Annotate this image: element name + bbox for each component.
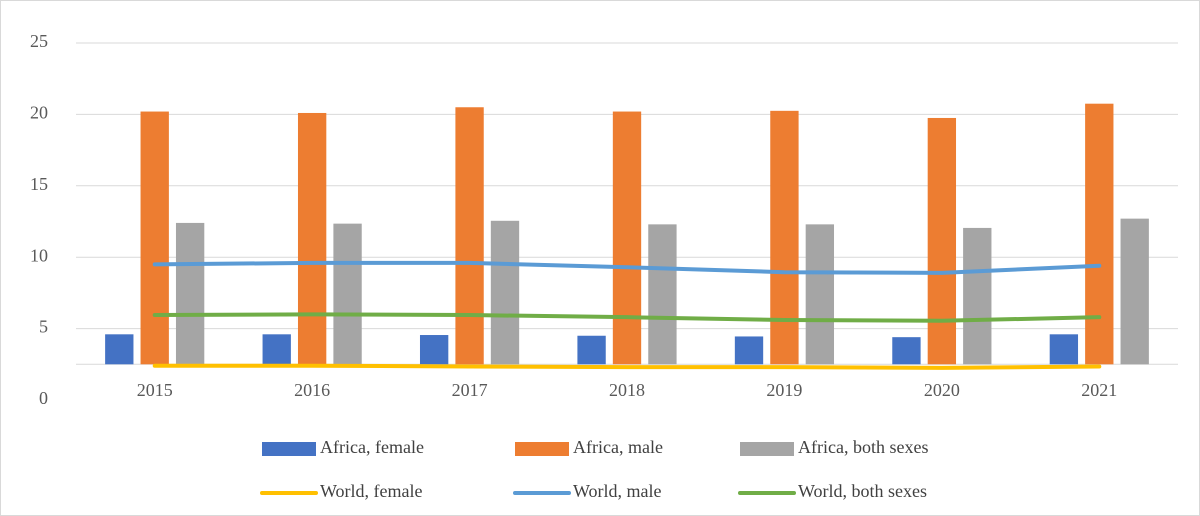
legend-label: World, male: [573, 481, 662, 501]
bar: [262, 334, 291, 365]
bar: [734, 336, 764, 365]
bar: [1049, 334, 1079, 365]
bar: [805, 224, 835, 365]
bar: [612, 111, 642, 365]
y-tick-label: 15: [30, 174, 48, 194]
x-tick-label: 2019: [766, 380, 802, 400]
bar: [927, 117, 957, 365]
y-tick-label: 20: [30, 103, 48, 123]
legend-label: Africa, female: [320, 437, 424, 457]
legend-label: World, both sexes: [798, 481, 927, 501]
bar: [648, 224, 677, 365]
x-tick-label: 2021: [1081, 380, 1117, 400]
bar: [419, 335, 449, 365]
bar: [333, 223, 362, 365]
bar: [490, 220, 520, 365]
line: [152, 260, 1102, 275]
legend-label: Africa, male: [573, 437, 663, 457]
legend-label: World, female: [320, 481, 423, 501]
legend-swatch: [515, 442, 569, 456]
x-tick-label: 2016: [294, 380, 330, 400]
bar: [175, 222, 205, 365]
y-tick-label: 5: [39, 317, 48, 337]
bar: [105, 334, 134, 365]
legend-label: Africa, both sexes: [798, 437, 928, 457]
x-tick-label: 2017: [452, 380, 488, 400]
bar: [1085, 103, 1114, 365]
legend-swatch: [262, 442, 316, 456]
bar: [297, 112, 327, 365]
bar: [770, 110, 799, 365]
bar: [140, 111, 169, 365]
y-tick-label: 25: [30, 31, 48, 51]
legend-swatch: [740, 442, 794, 456]
bar: [963, 227, 992, 365]
bar: [1120, 218, 1149, 365]
line: [152, 312, 1102, 323]
x-tick-label: 2020: [924, 380, 960, 400]
bar: [455, 107, 484, 365]
line: [152, 363, 1102, 370]
bar: [892, 337, 921, 365]
x-tick-label: 2015: [137, 380, 173, 400]
x-tick-label: 2018: [609, 380, 645, 400]
y-tick-label: 10: [30, 245, 48, 265]
bar: [577, 335, 606, 365]
y-tick-label: 0: [39, 388, 48, 408]
